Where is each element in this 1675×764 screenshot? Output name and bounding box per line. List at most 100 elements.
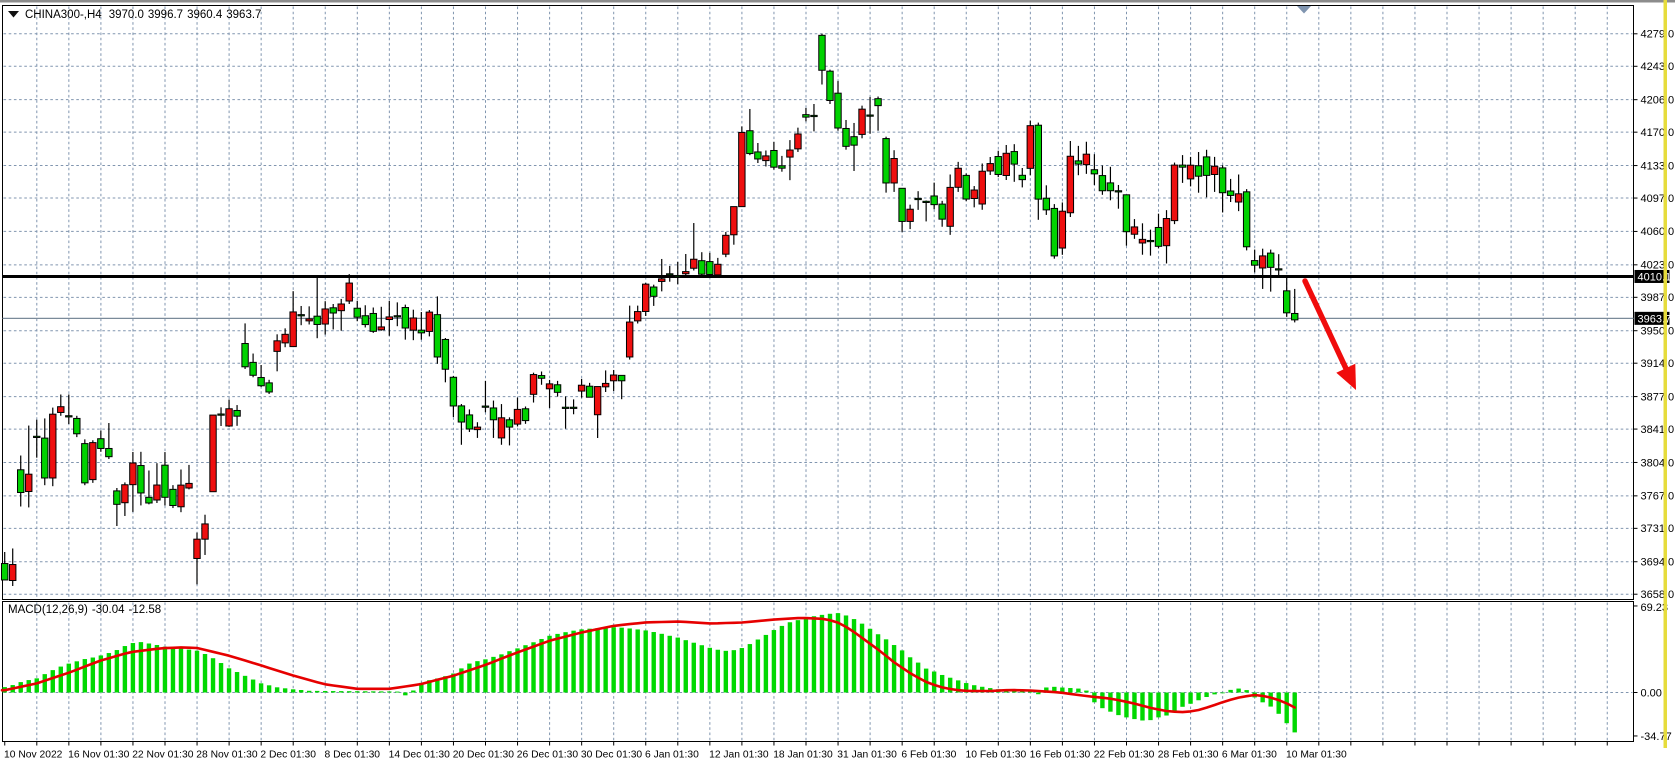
macd-histogram-bar (170, 647, 176, 693)
candle (706, 252, 714, 277)
candle-body-bear (273, 340, 281, 352)
macd-histogram-bar (539, 638, 544, 693)
price-badge (1634, 269, 1670, 283)
macd-histogram-bar (1244, 690, 1249, 693)
candle (962, 173, 970, 202)
candle (185, 464, 193, 490)
time-tick-label: 2 Dec 01:30 (260, 750, 316, 761)
candle-body-bear (513, 408, 522, 425)
macd-tick-label: 69.23 (1641, 602, 1669, 614)
macd-histogram-bar (451, 673, 456, 693)
chart-shift-marker-icon[interactable] (1297, 6, 1311, 14)
time-tick-label: 12 Jan 01:30 (709, 750, 769, 761)
price-axis[interactable]: 4279.0 4243.0 4206.0 4170.0 4133.0 4097.0 4060… (1633, 29, 1675, 601)
candle (978, 163, 986, 210)
macd-tick-label: -34.77 (1641, 731, 1672, 743)
candle (57, 394, 65, 416)
macd-histogram-bar (1220, 692, 1225, 694)
price-level-lines[interactable] (2, 274, 1634, 319)
candle-body-bear (738, 131, 746, 208)
candle-body-bull (778, 165, 786, 169)
candle (193, 532, 201, 585)
candle (297, 305, 305, 326)
candle (1058, 202, 1067, 255)
candle (369, 307, 377, 333)
candle-body-bull (882, 138, 890, 184)
candle (986, 156, 994, 175)
macd-histogram-bar (1212, 692, 1217, 695)
candle (890, 150, 898, 192)
candle (33, 419, 41, 458)
candle-body-bull (674, 274, 682, 278)
time-tick-label: 8 Dec 01:30 (325, 750, 381, 761)
symbol-dropdown-icon[interactable] (8, 11, 19, 18)
candle-body-bull (617, 374, 626, 382)
macd-histogram-bar (1188, 692, 1193, 704)
candle-body-bull (826, 70, 834, 101)
chart-symbol-period: CHINA300-,H4 (25, 9, 102, 21)
candle-body-bear (786, 149, 794, 158)
candle-body-bull (1106, 182, 1115, 192)
candle (313, 277, 321, 339)
candle-body-bear (185, 482, 193, 489)
macd-histogram-bar (1012, 690, 1017, 693)
macd-histogram-bar (427, 680, 432, 693)
candle-body-bear (593, 386, 602, 416)
candle-body-bear (946, 186, 954, 227)
macd-histogram-bar (507, 651, 512, 693)
macd-histogram-bar (851, 619, 857, 693)
candle (1186, 156, 1195, 187)
arrow-shaft[interactable] (1302, 278, 1349, 372)
candle (433, 296, 442, 364)
candle (561, 396, 570, 429)
candle (9, 548, 17, 587)
candle (1, 551, 9, 581)
macd-histogram-bar (1276, 692, 1281, 714)
candle-body-bear (321, 308, 329, 325)
macd-indicator-panel[interactable] (0, 613, 1297, 733)
macd-histogram-bar (931, 671, 937, 693)
candle-body-bull (1098, 175, 1107, 192)
red-down-arrow-annotation[interactable] (1302, 278, 1356, 390)
candle (866, 97, 874, 134)
candle (1002, 144, 1010, 180)
macd-histogram-bar (843, 615, 849, 693)
candle-body-bull (746, 130, 754, 155)
macd-histogram-bar (771, 630, 777, 693)
time-axis[interactable]: 10 Nov 2022 16 Nov 01:30 22 Nov 01:30 28 No… (4, 741, 1608, 761)
macd-histogram-bar (523, 645, 528, 693)
macd-histogram-bar (467, 663, 472, 693)
candle-body-bull (1274, 268, 1283, 271)
candle-body-bear (201, 523, 209, 540)
candle-body-bear (722, 234, 730, 255)
candle (169, 485, 177, 509)
candlestick-series[interactable] (1, 33, 1299, 587)
candle-body-bull (433, 314, 442, 358)
candle-body-bull (1218, 167, 1227, 194)
candle-body-bull (706, 261, 714, 275)
candle (834, 81, 842, 131)
price-tick-label: 3658.0 (1641, 589, 1675, 601)
arrow-head[interactable] (1336, 363, 1356, 390)
candle-body-bear (425, 311, 434, 332)
candle-body-bull (489, 407, 498, 421)
macd-histogram-bar (314, 690, 320, 693)
candle (1138, 223, 1147, 255)
candle (874, 96, 882, 131)
candle (473, 422, 482, 438)
candle-body-bull (922, 200, 930, 203)
candle-body-bull (353, 307, 361, 318)
macd-histogram-bar (699, 645, 704, 693)
macd-histogram-bar (755, 639, 761, 693)
candle-body-bull (1202, 156, 1211, 176)
candle-body-bull (585, 385, 594, 398)
candle-body-bear (794, 133, 802, 150)
candle-body-bear (1066, 155, 1075, 214)
candle (714, 257, 722, 277)
candle (1291, 288, 1299, 323)
macd-histogram-bar (1132, 692, 1137, 720)
macd-histogram-bar (603, 627, 608, 693)
candle-body-bull (161, 464, 169, 498)
